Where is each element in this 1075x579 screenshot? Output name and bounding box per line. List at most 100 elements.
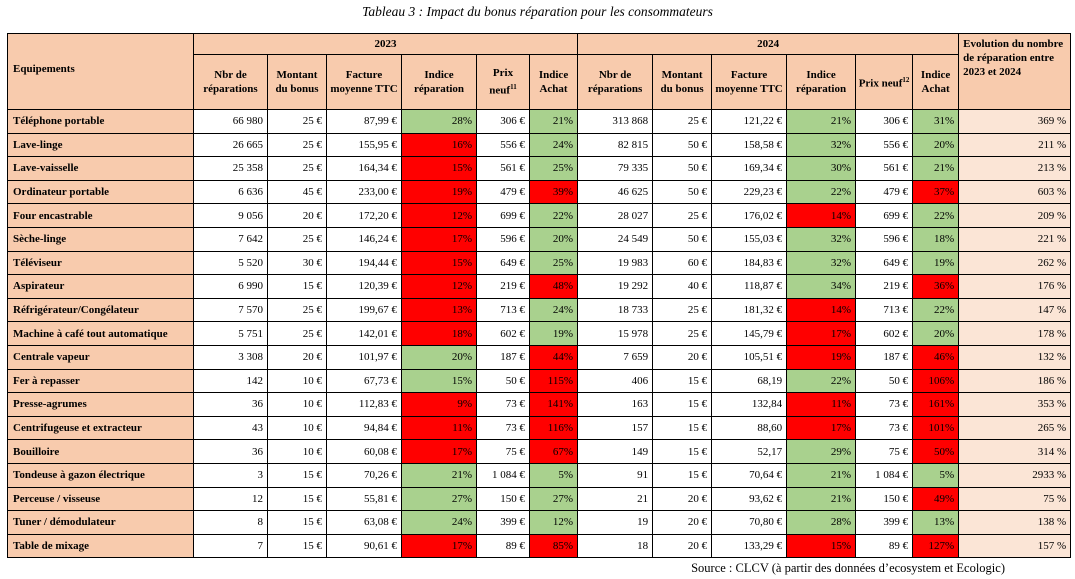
prix-neuf-2023: 649 €	[476, 250, 530, 276]
montant-bonus-2024: 60 €	[652, 250, 713, 276]
equipment-name: Tuner / démodulateur	[7, 510, 194, 535]
facture-moyenne-2024: 93,62 €	[711, 486, 788, 512]
equipment-name: Tondeuse à gazon électrique	[7, 462, 194, 488]
table-row: Presse-agrumes 36 10 €112,83 €9% 73 €141% 16…	[7, 392, 1072, 417]
indice-achat-2023: 44%	[528, 344, 579, 370]
table-row: Lave-linge 26 665 25 €155,95 €16% 556 €24% 8…	[7, 132, 1072, 158]
facture-moyenne-2023: 90,61 €	[326, 533, 402, 559]
table-row: Téléphone portable 66 980 25 €87,99 €28% 30…	[7, 109, 1072, 134]
prix-neuf-2023: 150 €	[476, 486, 530, 512]
indice-achat-2023: 24%	[528, 297, 579, 323]
prix-neuf-2024: 1 084 €	[855, 462, 914, 488]
indice-reparation-2023: 17%	[401, 439, 477, 464]
montant-bonus-2023: 20 €	[267, 203, 327, 228]
nbr-reparations-2024: 21	[577, 486, 654, 512]
montant-bonus-2023: 15 €	[267, 533, 327, 559]
nbr-reparations-2024: 149	[577, 439, 654, 464]
table-row: Centrifugeuse et extracteur 43 10 €94,84 €…	[7, 415, 1072, 441]
nbr-reparations-2023: 7	[193, 533, 268, 559]
indice-reparation-2024: 22%	[786, 179, 857, 205]
prix-neuf-2024: 556 €	[855, 132, 914, 158]
header-indice-achat-2024: Indice Achat	[912, 54, 960, 110]
indice-reparation-2024: 29%	[786, 439, 857, 464]
facture-moyenne-2024: 88,60	[711, 415, 788, 441]
montant-bonus-2024: 15 €	[652, 415, 713, 441]
evolution-value: 221 %	[958, 226, 1072, 252]
montant-bonus-2023: 15 €	[267, 510, 327, 535]
nbr-reparations-2023: 43	[193, 415, 268, 441]
evolution-value: 132 %	[958, 344, 1072, 370]
indice-achat-2024: 5%	[912, 462, 960, 488]
indice-reparation-2023: 18%	[401, 321, 477, 346]
indice-reparation-2024: 11%	[786, 392, 857, 417]
indice-reparation-2024: 17%	[786, 321, 857, 346]
indice-achat-2024: 36%	[912, 274, 960, 299]
header-montant-2024: Montant du bonus	[652, 54, 713, 110]
facture-moyenne-2023: 194,44 €	[326, 250, 402, 276]
indice-achat-2023: 24%	[528, 132, 579, 158]
indice-achat-2024: 19%	[912, 250, 960, 276]
indice-reparation-2023: 17%	[401, 226, 477, 252]
prix-neuf-2023: 556 €	[476, 132, 530, 158]
indice-achat-2023: 12%	[528, 510, 579, 535]
evolution-value: 209 %	[958, 203, 1072, 228]
indice-reparation-2023: 9%	[401, 392, 477, 417]
evolution-value: 178 %	[958, 321, 1072, 346]
facture-moyenne-2024: 158,58 €	[711, 132, 788, 158]
facture-moyenne-2024: 176,02 €	[711, 203, 788, 228]
nbr-reparations-2023: 36	[193, 439, 268, 464]
facture-moyenne-2023: 164,34 €	[326, 156, 402, 181]
prix-neuf-label: Prix neuf	[858, 77, 903, 90]
facture-moyenne-2024: 229,23 €	[711, 179, 788, 205]
montant-bonus-2024: 50 €	[652, 156, 713, 181]
equipment-name: Machine à café tout automatique	[7, 321, 194, 346]
table-row: Aspirateur 6 990 15 €120,39 €12% 219 €48% 19…	[7, 274, 1072, 299]
equipment-name: Bouilloire	[7, 439, 194, 464]
nbr-reparations-2023: 142	[193, 368, 268, 394]
evolution-value: 211 %	[958, 132, 1072, 158]
indice-achat-2024: 18%	[912, 226, 960, 252]
montant-bonus-2023: 45 €	[267, 179, 327, 205]
table-row: Fer à repasser 142 10 €67,73 €15% 50 €115% 4…	[7, 368, 1072, 394]
montant-bonus-2024: 15 €	[652, 439, 713, 464]
facture-moyenne-2024: 169,34 €	[711, 156, 788, 181]
indice-achat-2023: 19%	[528, 321, 579, 346]
montant-bonus-2023: 10 €	[267, 415, 327, 441]
nbr-reparations-2023: 7 570	[193, 297, 268, 323]
prix-neuf-2023: 596 €	[476, 226, 530, 252]
prix-neuf-2024: 187 €	[855, 344, 914, 370]
evolution-value: 603 %	[958, 179, 1072, 205]
prix-neuf-2023: 561 €	[476, 156, 530, 181]
nbr-reparations-2024: 313 868	[577, 109, 654, 134]
nbr-reparations-2024: 19 292	[577, 274, 654, 299]
indice-achat-2023: 116%	[528, 415, 579, 441]
indice-reparation-2023: 27%	[401, 486, 477, 512]
indice-reparation-2023: 15%	[401, 156, 477, 181]
montant-bonus-2024: 20 €	[652, 533, 713, 559]
table-row: Téléviseur 5 520 30 €194,44 €15% 649 €25% 19…	[7, 250, 1072, 276]
montant-bonus-2023: 25 €	[267, 321, 327, 346]
prix-neuf-2023: 89 €	[476, 533, 530, 559]
indice-reparation-2024: 21%	[786, 109, 857, 134]
indice-reparation-2024: 34%	[786, 274, 857, 299]
montant-bonus-2024: 20 €	[652, 486, 713, 512]
indice-achat-2024: 21%	[912, 156, 960, 181]
facture-moyenne-2023: 63,08 €	[326, 510, 402, 535]
prix-neuf-2024: 561 €	[855, 156, 914, 181]
prix-neuf-2024: 73 €	[855, 415, 914, 441]
facture-moyenne-2024: 70,80 €	[711, 510, 788, 535]
header-prix-neuf-2024: Prix neuf12	[855, 54, 914, 110]
prix-neuf-2023: 219 €	[476, 274, 530, 299]
equipment-name: Lave-vaisselle	[7, 156, 194, 181]
indice-achat-2024: 161%	[912, 392, 960, 417]
prix-neuf-2024: 699 €	[855, 203, 914, 228]
indice-achat-2023: 25%	[528, 156, 579, 181]
indice-reparation-2024: 14%	[786, 297, 857, 323]
nbr-reparations-2023: 3	[193, 462, 268, 488]
nbr-reparations-2024: 18 733	[577, 297, 654, 323]
montant-bonus-2024: 15 €	[652, 368, 713, 394]
indice-reparation-2024: 17%	[786, 415, 857, 441]
montant-bonus-2023: 25 €	[267, 132, 327, 158]
facture-moyenne-2023: 142,01 €	[326, 321, 402, 346]
montant-bonus-2023: 15 €	[267, 486, 327, 512]
